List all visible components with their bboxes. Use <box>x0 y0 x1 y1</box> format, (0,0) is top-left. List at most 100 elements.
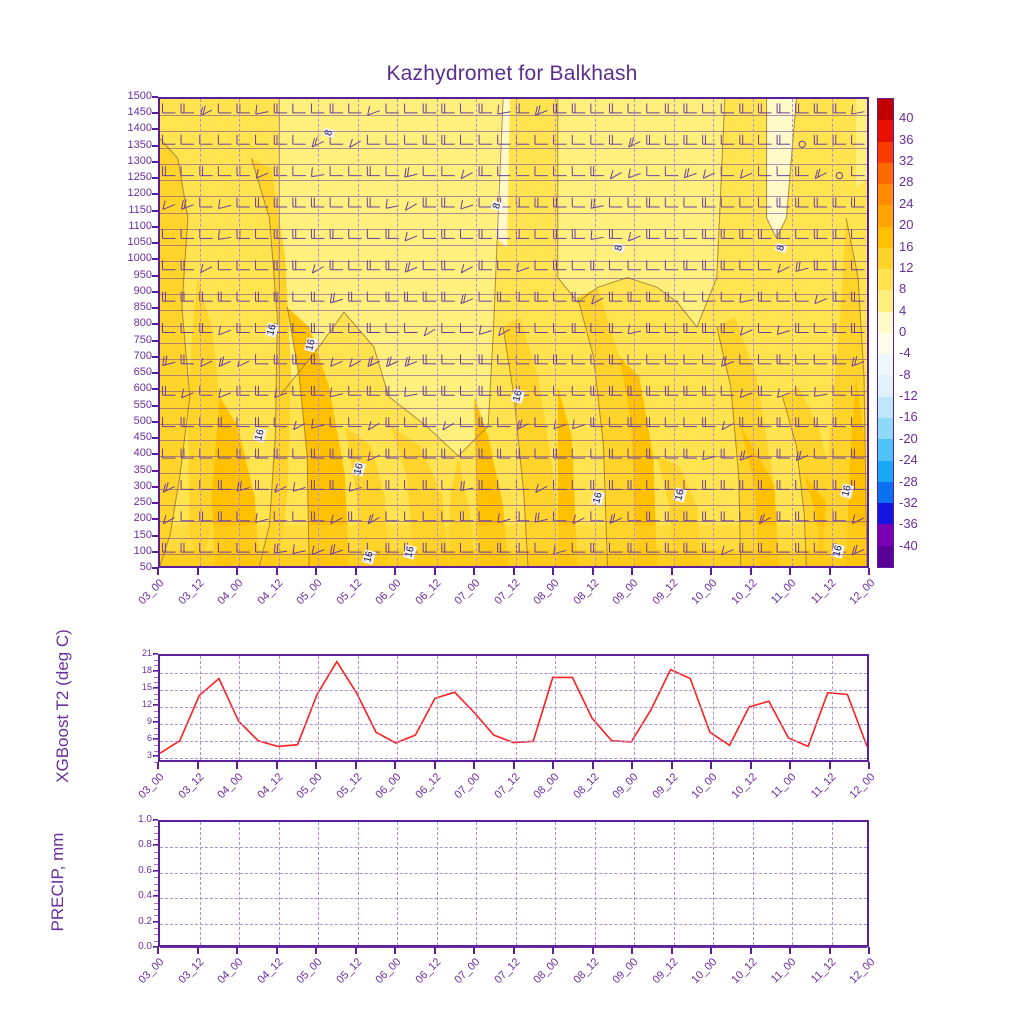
y-tick-label: 1250 <box>127 171 152 184</box>
colorbar-swatch <box>878 120 893 142</box>
gridline-vertical <box>792 99 793 566</box>
y-tick-mark <box>152 193 158 196</box>
y-tick-label: 1350 <box>127 138 152 151</box>
x-tick-mark <box>512 947 515 954</box>
t2-line <box>160 662 867 754</box>
y-tick-mark <box>152 372 158 375</box>
x-tick-label: 07_00 <box>452 577 483 608</box>
gridline-vertical <box>831 99 833 566</box>
x-tick-mark <box>828 762 831 769</box>
x-tick-mark <box>236 762 238 769</box>
x-tick-label: 10_00 <box>689 771 720 802</box>
y-tick-label: 100 <box>133 544 152 557</box>
colorbar-tick-label: -16 <box>899 409 918 425</box>
xgboost-t2-plot[interactable] <box>158 654 869 762</box>
gridline-vertical <box>673 822 675 945</box>
gridline-horizontal <box>160 180 867 182</box>
gridline-horizontal <box>160 163 867 165</box>
y-tick-mark <box>152 534 158 537</box>
x-tick-label: 03_12 <box>175 956 206 987</box>
y-minor-tick <box>154 889 158 891</box>
gridline-vertical <box>436 822 438 945</box>
gridline-vertical <box>476 99 477 566</box>
gridline-horizontal <box>160 872 867 874</box>
colorbar-swatch <box>878 460 893 482</box>
colorbar-tick-label: 32 <box>899 153 914 169</box>
colorbar-tick-label: 12 <box>899 259 914 275</box>
y-tick-label: 0.2 <box>138 915 152 927</box>
x-tick-mark <box>473 762 475 769</box>
colorbar-swatch <box>878 396 893 418</box>
x-tick-mark <box>157 568 159 575</box>
gridline-vertical <box>436 99 438 566</box>
gridline-vertical <box>318 656 319 760</box>
gridline-horizontal <box>160 358 867 360</box>
gridline-vertical <box>397 99 398 566</box>
x-tick-mark <box>749 762 752 769</box>
y-minor-tick <box>154 727 158 729</box>
x-tick-mark <box>828 947 831 954</box>
precip-plot[interactable] <box>158 820 869 947</box>
y-tick-label: 800 <box>133 317 152 330</box>
colorbar-tick-label: 0 <box>899 324 907 339</box>
y-tick-label: 750 <box>133 333 152 346</box>
y-minor-tick <box>154 864 158 866</box>
colorbar-swatch <box>878 439 893 461</box>
x-tick-label: 08_12 <box>570 577 601 608</box>
y-tick-mark <box>152 96 158 98</box>
contour-plot[interactable]: 8 8 8 8 16 16 16 16 16 16 16 16 16 16 16 <box>158 97 869 568</box>
y-minor-tick <box>154 756 158 758</box>
colorbar-swatch <box>878 524 893 546</box>
x-tick-label: 12_00 <box>847 956 878 987</box>
gridline-horizontal <box>160 245 867 247</box>
gridline-vertical <box>239 656 240 760</box>
x-tick-mark <box>315 762 317 769</box>
x-tick-label: 06_00 <box>373 577 404 608</box>
x-tick-mark <box>670 568 673 575</box>
x-tick-label: 07_12 <box>491 956 522 987</box>
y-tick-label: 150 <box>133 528 152 541</box>
colorbar-swatch <box>878 290 893 312</box>
x-tick-mark <box>749 947 752 954</box>
y-tick-label: 850 <box>133 301 152 314</box>
colorbar-swatch <box>878 99 893 121</box>
gridline-horizontal <box>160 131 867 133</box>
gridline-vertical <box>199 656 201 760</box>
gridline-vertical <box>397 822 398 945</box>
gridline-vertical <box>199 822 201 945</box>
y-tick-label: 500 <box>133 414 152 427</box>
x-tick-label: 12_00 <box>847 577 878 608</box>
gridline-vertical <box>792 822 793 945</box>
gridline-horizontal <box>160 391 867 393</box>
x-tick-mark <box>749 568 752 575</box>
y-minor-tick <box>154 705 158 707</box>
x-tick-mark <box>552 947 554 954</box>
colorbar-tick-label: 36 <box>899 131 914 147</box>
gridline-vertical <box>357 656 359 760</box>
x-tick-label: 04_00 <box>215 956 246 987</box>
colorbar-swatch <box>878 162 893 185</box>
gridline-horizontal <box>160 228 867 230</box>
colorbar[interactable] <box>877 98 894 568</box>
x-tick-mark <box>473 947 475 954</box>
y-tick-mark <box>152 437 158 440</box>
colorbar-tick-label: 40 <box>899 110 914 126</box>
y-tick-label: 200 <box>133 512 152 525</box>
y-tick-mark <box>152 258 158 261</box>
colorbar-swatch <box>878 226 893 248</box>
y-tick-mark <box>152 388 158 391</box>
gridline-vertical <box>831 822 833 945</box>
x-tick-label: 06_00 <box>373 956 404 987</box>
x-tick-label: 09_12 <box>649 771 680 802</box>
y-tick-label: 0.8 <box>138 839 152 851</box>
y-tick-label: 350 <box>133 463 152 476</box>
gridline-vertical <box>673 656 675 760</box>
colorbar-swatch <box>878 205 893 227</box>
gridline-horizontal <box>160 293 867 295</box>
y-tick-label: 450 <box>133 431 152 444</box>
x-tick-mark <box>631 568 633 575</box>
y-tick-label: 1500 <box>127 90 152 102</box>
gridline-vertical <box>634 656 635 760</box>
y-minor-tick <box>154 826 158 828</box>
